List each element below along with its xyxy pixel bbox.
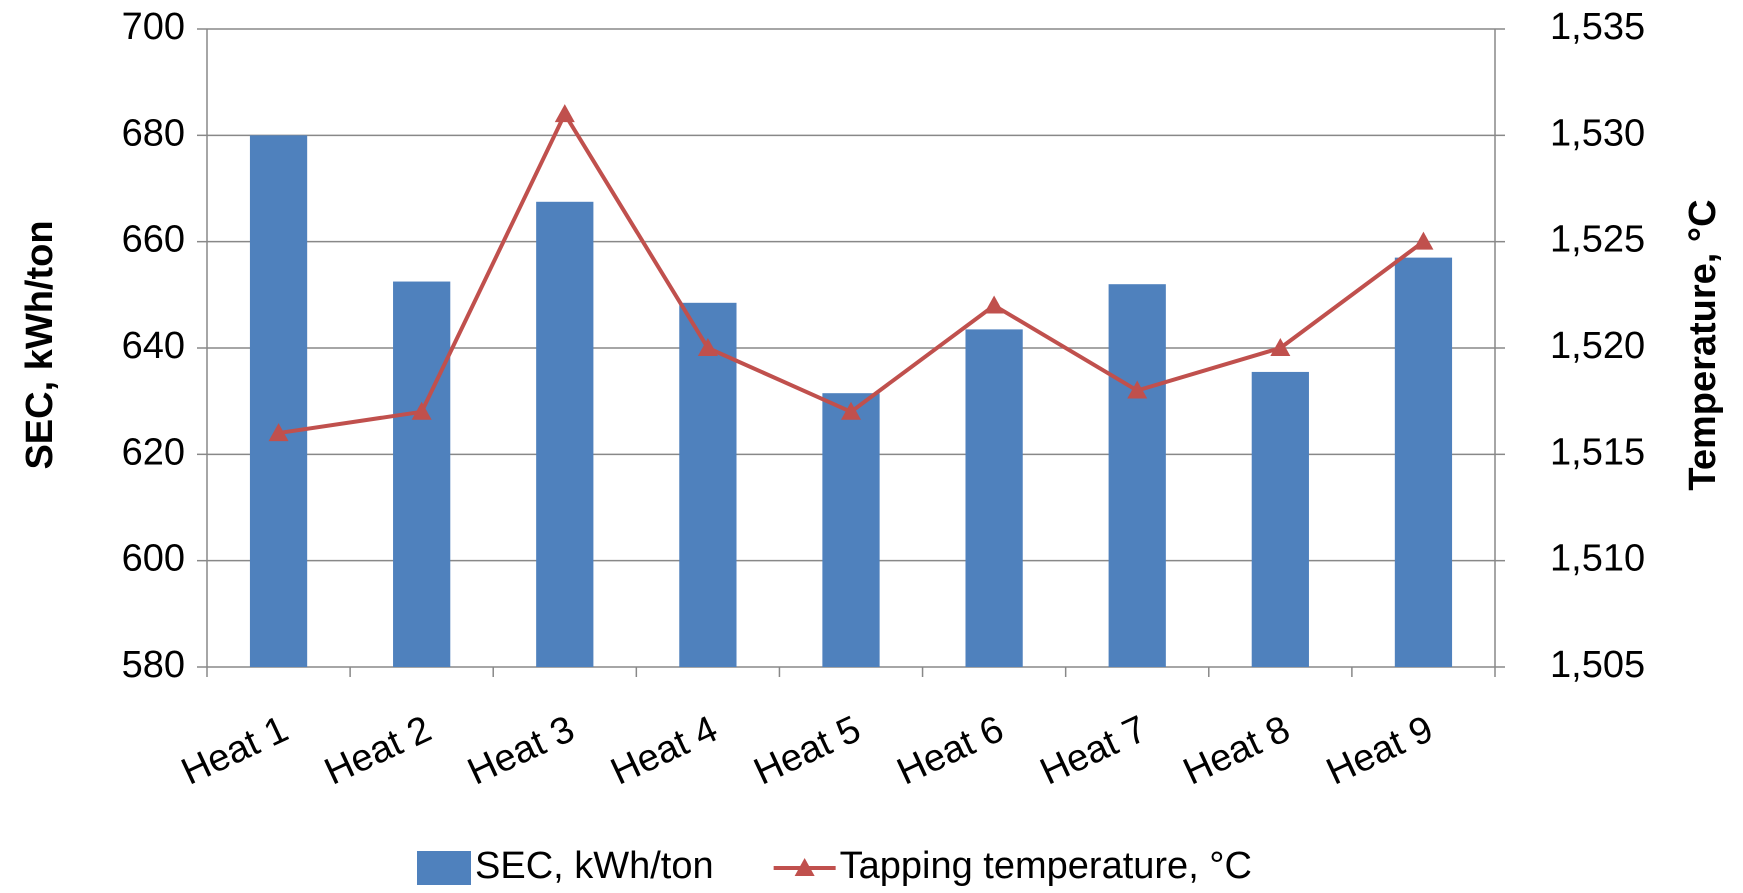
y2-tick-label: 1,530: [1550, 112, 1645, 154]
x-tick-label: Heat 3: [462, 708, 581, 793]
y2-tick-label: 1,520: [1550, 325, 1645, 367]
marker: [1270, 338, 1291, 356]
marker: [1127, 380, 1148, 399]
y2-tick-label: 1,535: [1550, 6, 1645, 48]
marker: [697, 338, 718, 356]
y-axis-title: SEC, kWh/ton: [19, 220, 61, 469]
y-tick-label: 620: [122, 431, 185, 473]
legend-swatch: [417, 851, 471, 885]
legend-label: SEC, kWh/ton: [475, 845, 714, 887]
x-tick-label: Heat 8: [1177, 708, 1296, 793]
marker: [1413, 231, 1434, 250]
bar: [965, 329, 1023, 667]
marker: [268, 423, 289, 442]
marker: [554, 104, 575, 123]
legend-label: Tapping temperature, °C: [840, 845, 1252, 887]
bar: [536, 201, 594, 667]
x-tick-label: Heat 1: [175, 708, 294, 793]
marker: [411, 401, 432, 420]
y-tick-label: 580: [122, 644, 185, 686]
bar: [822, 393, 880, 667]
y2-tick-label: 1,505: [1550, 644, 1645, 686]
bar: [1394, 257, 1453, 667]
bar: [1251, 371, 1309, 667]
bar: [1108, 284, 1166, 667]
y-tick-label: 640: [122, 325, 185, 367]
y-tick-label: 660: [122, 219, 185, 261]
bar: [393, 281, 451, 667]
bar: [249, 135, 308, 668]
x-tick-label: Heat 4: [605, 708, 724, 793]
y2-tick-label: 1,515: [1550, 431, 1645, 473]
x-tick-label: Heat 9: [1320, 708, 1439, 793]
x-tick-label: Heat 2: [318, 708, 437, 793]
legend-marker: [794, 858, 815, 876]
y-tick-label: 680: [122, 112, 185, 154]
y-tick-label: 700: [122, 6, 185, 48]
x-tick-label: Heat 6: [891, 708, 1010, 793]
x-tick-label: Heat 7: [1034, 708, 1153, 793]
x-tick-label: Heat 5: [748, 708, 867, 793]
marker: [984, 295, 1005, 314]
marker: [841, 401, 861, 420]
y2-tick-label: 1,510: [1550, 538, 1645, 580]
y2-axis-title: Temperature, °C: [1682, 199, 1724, 490]
y2-tick-label: 1,525: [1550, 219, 1645, 261]
bar: [679, 302, 737, 667]
y-tick-label: 600: [122, 538, 185, 580]
